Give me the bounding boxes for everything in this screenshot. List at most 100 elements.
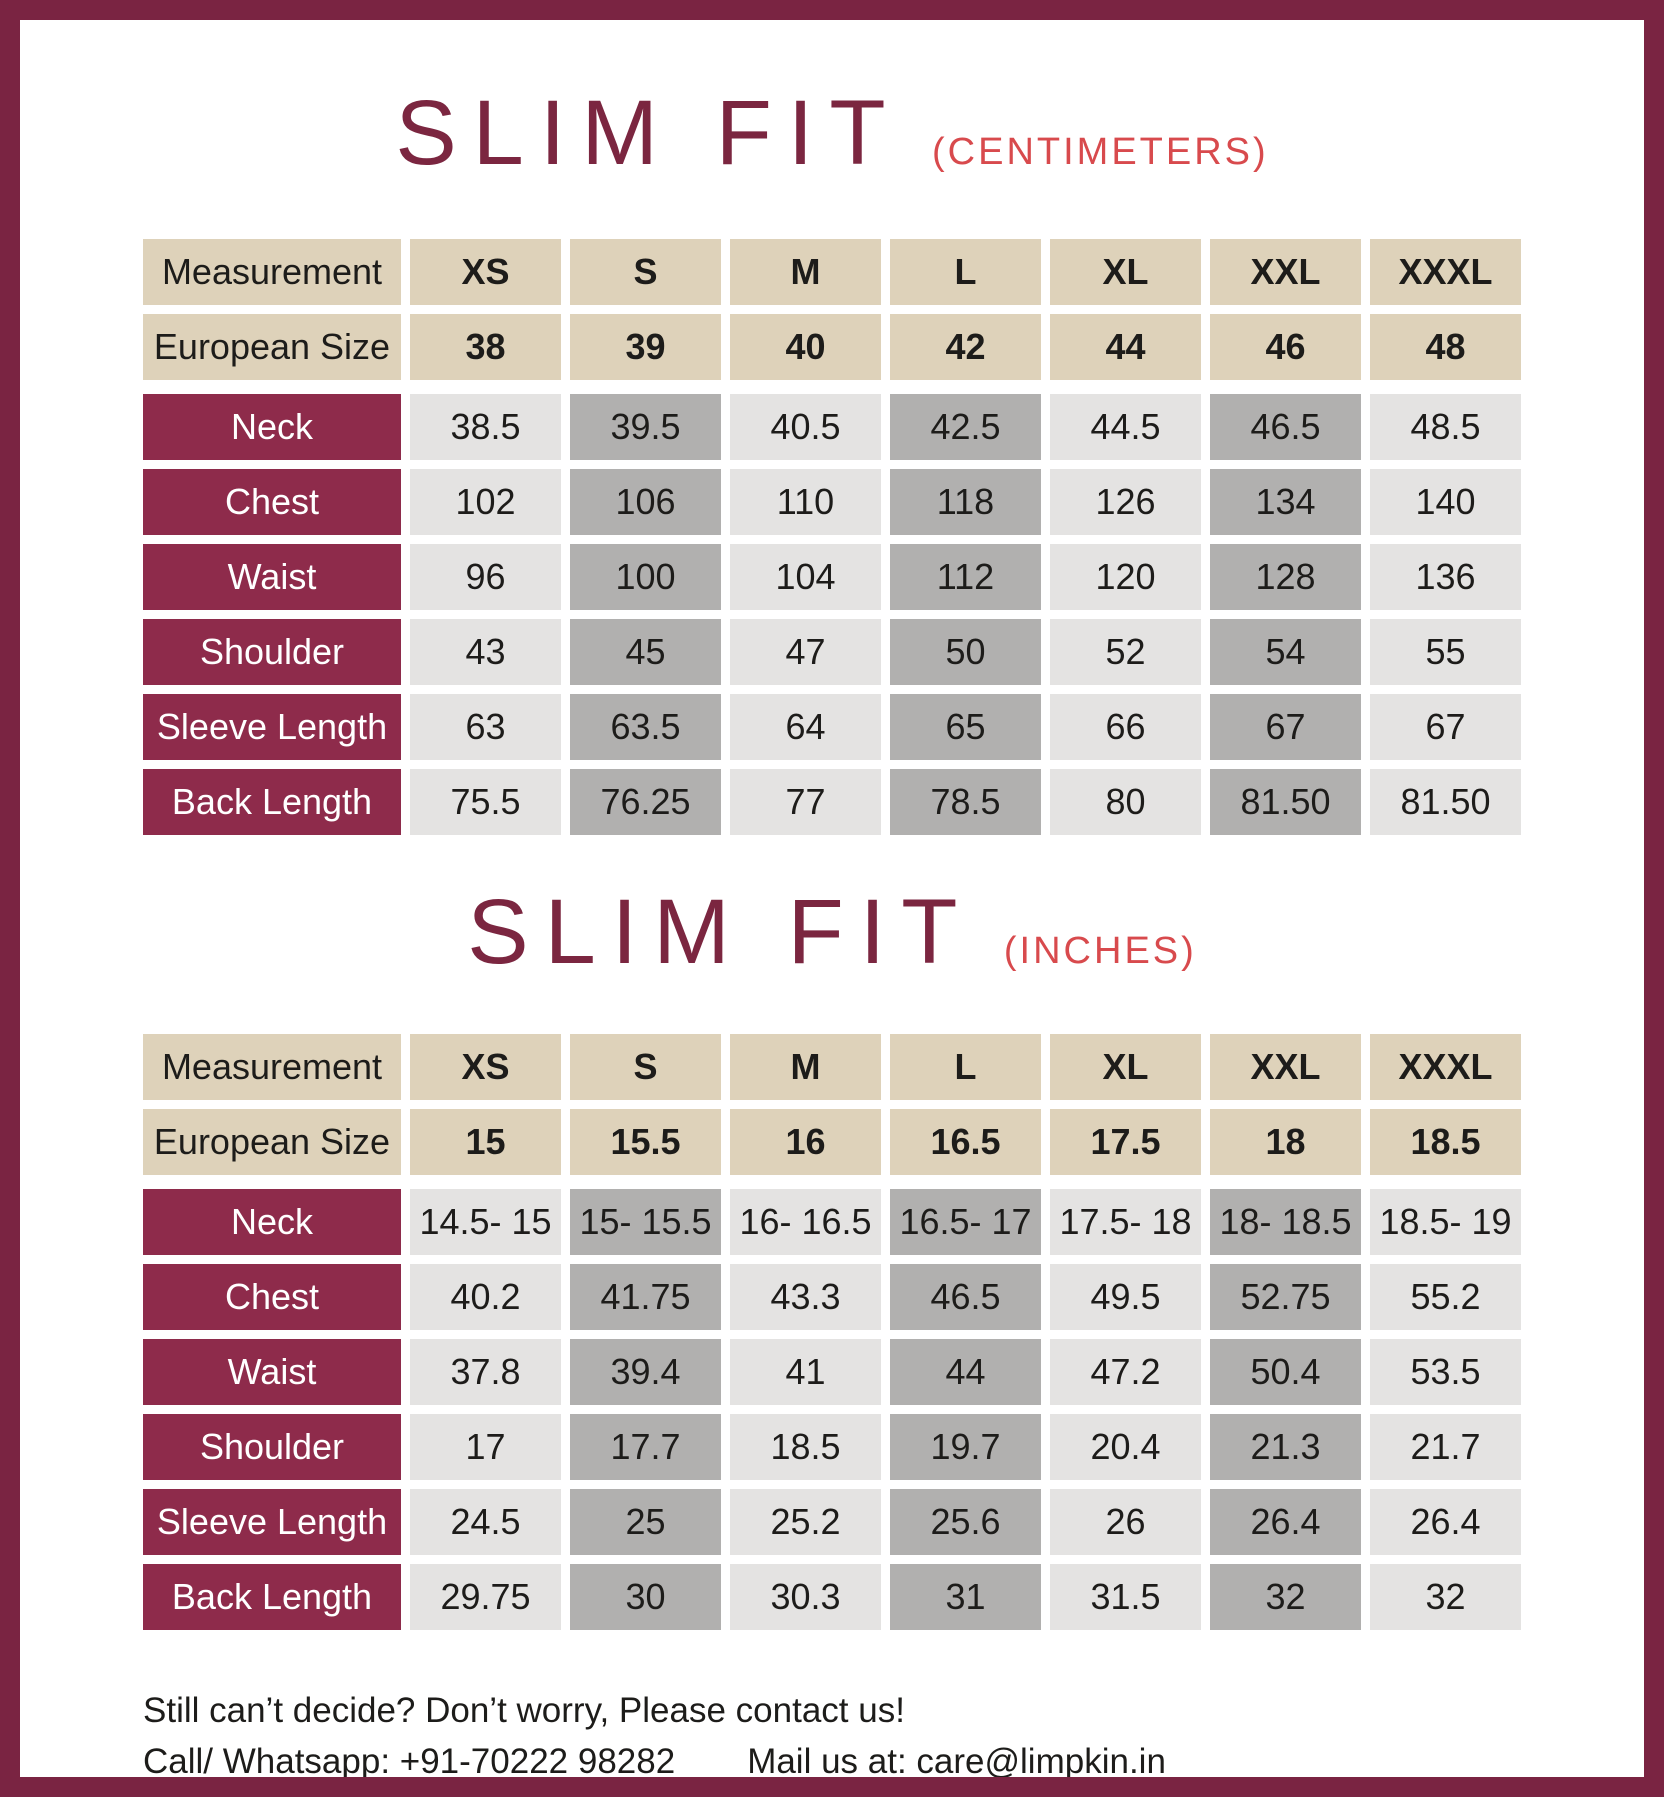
size-value-cell: 49.5	[1050, 1264, 1201, 1330]
size-value-cell: 52	[1050, 619, 1201, 685]
size-value-cell: 30	[570, 1564, 721, 1630]
european-size-value-cell: 17.5	[1050, 1109, 1201, 1175]
size-header-cell: XXL	[1210, 1034, 1361, 1100]
european-size-value-cell: 18	[1210, 1109, 1361, 1175]
european-size-value-cell: 16	[730, 1109, 881, 1175]
size-value-cell: 43.3	[730, 1264, 881, 1330]
title-unit-text: (CENTIMETERS)	[932, 131, 1269, 173]
size-value-cell: 29.75	[410, 1564, 561, 1630]
size-value-cell: 76.25	[570, 769, 721, 835]
size-value-cell: 106	[570, 469, 721, 535]
size-header-cell: XL	[1050, 239, 1201, 305]
size-value-cell: 26	[1050, 1489, 1201, 1555]
footer-email: Mail us at: care@limpkin.in	[747, 1741, 1166, 1781]
size-value-cell: 67	[1370, 694, 1521, 760]
european-size-value-cell: 39	[570, 314, 721, 380]
row-label-cell: Sleeve Length	[143, 694, 401, 760]
row-label-cell: Sleeve Length	[143, 1489, 401, 1555]
size-value-cell: 37.8	[410, 1339, 561, 1405]
size-value-cell: 46.5	[890, 1264, 1041, 1330]
size-value-cell: 118	[890, 469, 1041, 535]
size-value-cell: 64	[730, 694, 881, 760]
size-value-cell: 81.50	[1210, 769, 1361, 835]
size-value-cell: 21.7	[1370, 1414, 1521, 1480]
size-value-cell: 136	[1370, 544, 1521, 610]
size-header-cell: XS	[410, 239, 561, 305]
size-header-cell: XS	[410, 1034, 561, 1100]
size-value-cell: 25.6	[890, 1489, 1041, 1555]
size-value-cell: 42.5	[890, 394, 1041, 460]
size-value-cell: 17	[410, 1414, 561, 1480]
size-value-cell: 31.5	[1050, 1564, 1201, 1630]
size-value-cell: 18.5- 19	[1370, 1189, 1521, 1255]
size-value-cell: 25.2	[730, 1489, 881, 1555]
row-label-cell: Back Length	[143, 1564, 401, 1630]
size-value-cell: 26.4	[1370, 1489, 1521, 1555]
size-value-cell: 41.75	[570, 1264, 721, 1330]
size-value-cell: 45	[570, 619, 721, 685]
size-value-cell: 19.7	[890, 1414, 1041, 1480]
european-size-value-cell: 44	[1050, 314, 1201, 380]
title-centimeters: SLIM FIT (CENTIMETERS)	[20, 76, 1644, 217]
european-size-value-cell: 46	[1210, 314, 1361, 380]
size-value-cell: 126	[1050, 469, 1201, 535]
size-value-cell: 63	[410, 694, 561, 760]
size-value-cell: 39.4	[570, 1339, 721, 1405]
size-value-cell: 44	[890, 1339, 1041, 1405]
size-header-cell: M	[730, 1034, 881, 1100]
european-size-value-cell: 15.5	[570, 1109, 721, 1175]
footer-contact: Still can’t decide? Don’t worry, Please …	[143, 1686, 1521, 1781]
size-value-cell: 26.4	[1210, 1489, 1361, 1555]
size-chart-content: SLIM FIT (CENTIMETERS) Measurement XS S M L X…	[20, 20, 1644, 1781]
size-value-cell: 46.5	[1210, 394, 1361, 460]
title-main-text: SLIM FIT	[467, 881, 974, 983]
size-header-cell: XL	[1050, 1034, 1201, 1100]
size-value-cell: 134	[1210, 469, 1361, 535]
size-value-cell: 24.5	[410, 1489, 561, 1555]
size-value-cell: 96	[410, 544, 561, 610]
size-value-cell: 20.4	[1050, 1414, 1201, 1480]
european-size-value-cell: 18.5	[1370, 1109, 1521, 1175]
size-value-cell: 65	[890, 694, 1041, 760]
size-value-cell: 81.50	[1370, 769, 1521, 835]
european-size-value-cell: 15	[410, 1109, 561, 1175]
size-value-cell: 104	[730, 544, 881, 610]
size-header-cell: XXXL	[1370, 239, 1521, 305]
row-label-cell: Shoulder	[143, 1414, 401, 1480]
size-value-cell: 55	[1370, 619, 1521, 685]
size-header-cell: S	[570, 1034, 721, 1100]
european-size-value-cell: 48	[1370, 314, 1521, 380]
size-value-cell: 80	[1050, 769, 1201, 835]
size-value-cell: 43	[410, 619, 561, 685]
european-size-label-cell: European Size	[143, 314, 401, 380]
size-value-cell: 112	[890, 544, 1041, 610]
size-header-cell: S	[570, 239, 721, 305]
size-value-cell: 31	[890, 1564, 1041, 1630]
size-value-cell: 18- 18.5	[1210, 1189, 1361, 1255]
size-value-cell: 120	[1050, 544, 1201, 610]
size-value-cell: 40.5	[730, 394, 881, 460]
size-value-cell: 55.2	[1370, 1264, 1521, 1330]
footer-phone: Call/ Whatsapp: +91-70222 98282	[143, 1741, 676, 1781]
size-header-cell: M	[730, 239, 881, 305]
size-value-cell: 128	[1210, 544, 1361, 610]
size-value-cell: 63.5	[570, 694, 721, 760]
size-table-inches: Measurement XS S M L XL XXL XXXL European Size 15…	[143, 1034, 1521, 1630]
size-value-cell: 140	[1370, 469, 1521, 535]
footer-help-text: Still can’t decide? Don’t worry, Please …	[143, 1691, 905, 1730]
size-value-cell: 48.5	[1370, 394, 1521, 460]
european-size-value-cell: 38	[410, 314, 561, 380]
size-value-cell: 66	[1050, 694, 1201, 760]
european-size-value-cell: 16.5	[890, 1109, 1041, 1175]
footer-contact-line: Call/ Whatsapp: +91-70222 98282 Mail us a…	[143, 1737, 1521, 1781]
size-value-cell: 77	[730, 769, 881, 835]
size-value-cell: 54	[1210, 619, 1361, 685]
row-label-cell: Neck	[143, 394, 401, 460]
size-value-cell: 16- 16.5	[730, 1189, 881, 1255]
size-value-cell: 44.5	[1050, 394, 1201, 460]
row-label-cell: Waist	[143, 544, 401, 610]
row-label-cell: Chest	[143, 469, 401, 535]
size-value-cell: 18.5	[730, 1414, 881, 1480]
size-value-cell: 102	[410, 469, 561, 535]
row-label-cell: Waist	[143, 1339, 401, 1405]
